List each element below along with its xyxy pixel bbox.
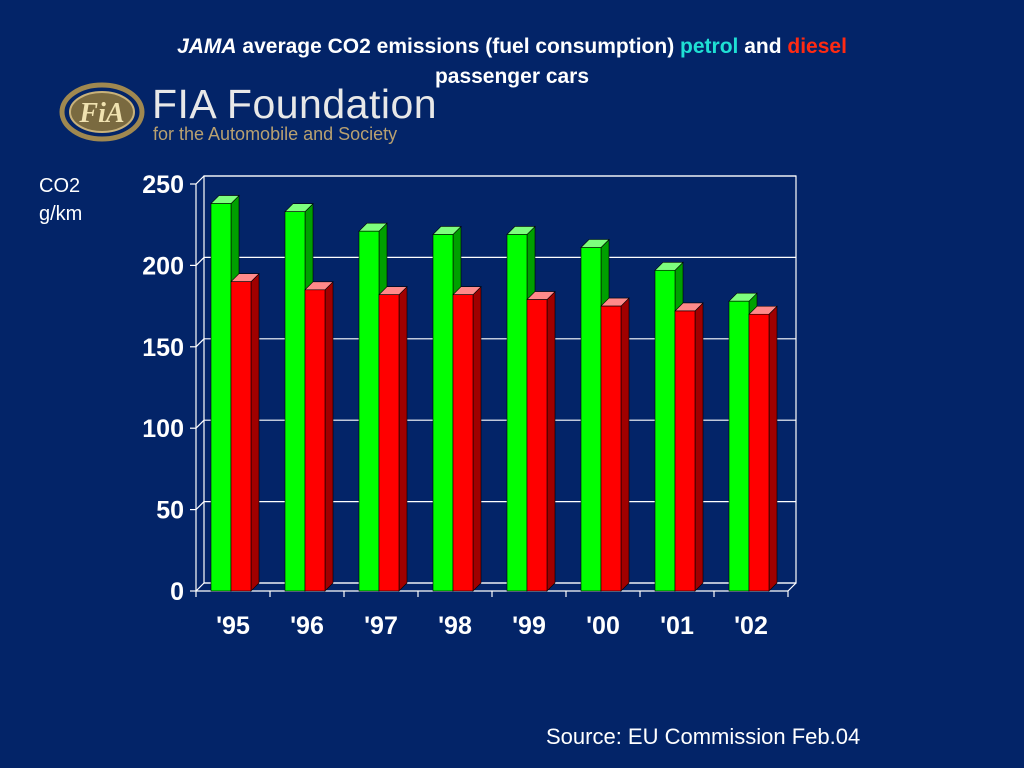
y-tick-label: 200	[142, 252, 184, 280]
bar-diesel	[674, 310, 696, 592]
source-note: Source: EU Commission Feb.04	[546, 724, 861, 749]
fia-emblem-text: FiA	[78, 98, 124, 129]
logo-name: FIA Foundation	[152, 81, 438, 127]
x-tick-label: '02	[734, 612, 768, 640]
x-tick-label: '95	[216, 612, 250, 640]
bar-petrol	[284, 211, 306, 592]
x-tick-label: '96	[290, 612, 324, 640]
bar-side-diesel	[768, 305, 778, 592]
bar-diesel	[748, 313, 770, 592]
x-tick-label: '98	[438, 612, 472, 640]
title-middle: average CO2 emissions (fuel consumption)	[236, 35, 681, 58]
title-and: and	[738, 35, 788, 58]
bar-side-diesel	[398, 285, 408, 592]
bar-petrol	[210, 203, 232, 592]
bar-side-diesel	[250, 272, 260, 592]
title-petrol: petrol	[680, 35, 739, 58]
gridline-depth	[195, 419, 205, 429]
gridline-depth	[195, 582, 205, 592]
unit-line-2: g/km	[39, 203, 83, 225]
title-diesel: diesel	[787, 35, 847, 58]
bar-side-diesel	[694, 302, 704, 592]
bar-diesel	[378, 294, 400, 592]
bar-diesel	[526, 299, 548, 592]
bar-diesel	[230, 281, 252, 592]
bar-diesel	[304, 289, 326, 592]
x-tick-label: '00	[586, 612, 620, 640]
bar-diesel	[600, 305, 622, 592]
bar-side-diesel	[324, 281, 334, 592]
gridline-depth	[195, 175, 205, 185]
bar-side-diesel	[620, 297, 630, 592]
y-tick-label: 250	[142, 171, 184, 199]
title-line-2: passenger cars	[434, 65, 590, 88]
bar-petrol	[580, 247, 602, 592]
bar-petrol	[728, 300, 750, 592]
y-tick-label: 0	[170, 578, 184, 606]
x-tick-label: '01	[660, 612, 694, 640]
chart-title: JAMA average CO2 emissions (fuel consump…	[60, 32, 964, 92]
bar-diesel	[452, 294, 474, 592]
title-jama: JAMA	[177, 35, 237, 58]
title-line-1: JAMA average CO2 emissions (fuel consump…	[60, 32, 964, 62]
bar-petrol	[432, 234, 454, 592]
x-tick-label: '99	[512, 612, 546, 640]
y-axis-unit-label: CO2 g/km	[39, 172, 82, 228]
gridline-depth	[195, 256, 205, 266]
fia-foundation-logo: FiA FIA Foundation for the Automobile an…	[58, 80, 458, 146]
gridline-depth	[195, 501, 205, 511]
y-tick-label: 50	[156, 497, 184, 525]
logo-tagline: for the Automobile and Society	[153, 124, 398, 144]
bar-petrol	[654, 269, 676, 592]
gridline-depth	[195, 338, 205, 348]
bar-side-diesel	[546, 290, 556, 592]
x-tick-label: '97	[364, 612, 398, 640]
unit-line-1: CO2	[39, 175, 81, 197]
bar-petrol	[358, 230, 380, 592]
bar-petrol	[506, 234, 528, 592]
y-tick-label: 150	[142, 334, 184, 362]
fia-emblem-icon: FiA	[59, 82, 145, 142]
bar-side-diesel	[472, 285, 482, 592]
x-axis-depth	[787, 582, 797, 592]
y-tick-label: 100	[142, 415, 184, 443]
